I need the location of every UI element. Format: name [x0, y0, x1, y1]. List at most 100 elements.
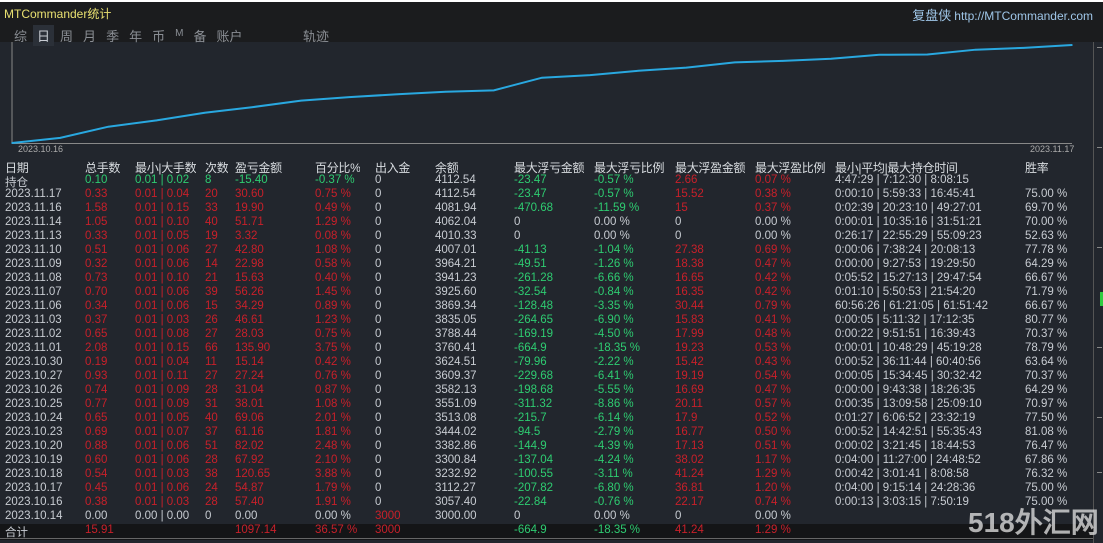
cell-col-4: 27.24 — [235, 370, 264, 382]
cell-col-0: 2023.11.03 — [5, 314, 62, 326]
cell-col-11: 0.57 % — [755, 398, 791, 410]
cell-col-4: 56.26 — [235, 286, 264, 298]
cell-col-13: 64.29 % — [1025, 384, 1068, 396]
title-bar: MTCommander统计 复盘侠 http://MTCommander.com … — [0, 0, 1103, 46]
cell-col-5: 0.75 % — [315, 328, 351, 340]
cell-col-3: 15 — [205, 300, 218, 312]
table-row[interactable]: 2023.11.13 0.33 0.01 | 0.05 19 3.32 0.08 % 0 40… — [0, 230, 1093, 244]
cell-col-5: -0.37 % — [315, 174, 355, 186]
cell-col-12: 最小|平均|最大持仓时间 — [835, 161, 958, 175]
table-row[interactable]: 2023.11.10 0.51 0.01 | 0.06 27 42.80 1.08 % 0 4… — [0, 244, 1093, 258]
cell-col-5: 3.88 % — [315, 468, 351, 480]
table-total-row[interactable]: 合计 15.91 1097.14 36.57 % 3000 -664.9 -18.35 % 4… — [0, 524, 1093, 540]
cell-col-5: 0.58 % — [315, 258, 351, 270]
table-row[interactable]: 2023.10.16 0.38 0.01 | 0.03 28 57.40 1.91 % 0 3… — [0, 496, 1093, 510]
tab-3[interactable]: 月 — [83, 29, 97, 44]
balance-point — [203, 111, 206, 114]
cell-col-1: 0.70 — [85, 286, 108, 298]
cell-col-5: 0.40 % — [315, 272, 351, 284]
table-row[interactable]: 2023.10.25 0.77 0.01 | 0.09 31 38.01 1.08 % 0 3… — [0, 398, 1093, 412]
cell-col-9: -6.90 % — [594, 314, 634, 326]
cell-col-11: 0.42 % — [755, 286, 791, 298]
tab-2[interactable]: 周 — [60, 29, 74, 44]
tab-8[interactable]: 备 — [193, 29, 207, 44]
cell-col-1: 0.77 — [85, 398, 108, 410]
balance-point — [830, 57, 832, 60]
table-row[interactable]: 2023.10.23 0.69 0.01 | 0.07 37 61.16 1.81 % 0 3… — [0, 426, 1093, 440]
cell-col-5: 0.87 % — [315, 384, 351, 396]
brand-link[interactable]: 复盘侠 http://MTCommander.com — [912, 5, 1093, 24]
cell-col-0: 2023.11.07 — [5, 286, 62, 298]
cell-col-9: -8.86 % — [594, 398, 634, 410]
tab-track[interactable]: 轨迹 — [303, 29, 330, 44]
cell-col-6: 0 — [375, 370, 382, 382]
tab-9[interactable]: 账户 — [216, 29, 243, 44]
cell-col-3: 38 — [205, 468, 218, 480]
table-row[interactable]: 2023.10.30 0.19 0.01 | 0.04 11 15.14 0.42 % 0 3… — [0, 356, 1093, 370]
right-scale[interactable] — [1093, 42, 1103, 543]
cell-col-0: 2023.10.27 — [5, 370, 63, 382]
table-row[interactable]: 2023.10.14 0.00 0.00 | 0.00 0 0.00 0.00 % 3000… — [0, 510, 1093, 524]
cell-col-7: 4062.04 — [435, 216, 477, 228]
table-row[interactable]: 2023.11.06 0.34 0.01 | 0.06 15 34.29 0.89 % 0 3… — [0, 300, 1093, 314]
cell-col-4: 0.00 — [235, 510, 258, 522]
cell-col-11: 0.41 % — [755, 314, 791, 326]
cell-col-6: 0 — [375, 272, 382, 284]
balance-point — [300, 99, 302, 102]
cell-col-2: 0.01 | 0.03 — [135, 314, 190, 326]
scale-tick — [1097, 147, 1102, 148]
cell-col-0: 日期 — [5, 161, 29, 175]
table-row[interactable]: 2023.10.17 0.45 0.01 | 0.06 24 54.87 1.79 % 0 3… — [0, 482, 1093, 496]
tab-4[interactable]: 季 — [106, 29, 120, 44]
balance-point — [974, 48, 977, 51]
table-row[interactable]: 2023.10.19 0.60 0.01 | 0.06 28 67.92 2.10 % 0 3… — [0, 454, 1093, 468]
cell-col-0: 2023.11.17 — [5, 188, 62, 200]
cell-col-13: 70.37 % — [1025, 328, 1068, 340]
table-row[interactable]: 2023.11.09 0.32 0.01 | 0.06 14 22.98 0.58 % 0 3… — [0, 258, 1093, 272]
cell-col-8: 0 — [514, 230, 521, 242]
table-row[interactable]: 2023.10.18 0.54 0.01 | 0.03 38 120.65 3.88 % 0… — [0, 468, 1093, 482]
tab-1[interactable]: 日 — [33, 25, 55, 46]
brand-url[interactable]: http://MTCommander.com — [954, 9, 1093, 23]
table-row[interactable]: 2023.11.17 0.33 0.01 | 0.04 20 30.60 0.75 % 0 4… — [0, 188, 1093, 202]
open-positions-row[interactable]: 持仓 0.10 0.01 | 0.02 8 -15.40 -0.37 % 0 4112.54 -… — [0, 174, 1093, 189]
cell-col-12: 0:00:06 | 7:38:24 | 20:08:13 — [835, 244, 976, 256]
cell-col-13: 70.00 % — [1025, 216, 1068, 228]
cell-col-7: 3941.23 — [435, 272, 477, 284]
cell-col-0: 2023.10.25 — [5, 398, 63, 410]
table-header[interactable]: 日期 总手数 最小|大手数 次数 盈亏金额 百分比% 出入金 余额 最大浮亏金额 最大浮亏比例 最大… — [0, 159, 1093, 175]
table-row[interactable]: 2023.11.02 0.65 0.01 | 0.08 27 28.03 0.75 % 0 3… — [0, 328, 1093, 342]
cell-col-6: 0 — [375, 286, 382, 298]
tab-6[interactable]: 币 — [152, 29, 166, 44]
cell-col-4: 15.14 — [235, 356, 264, 368]
table-row[interactable]: 2023.11.03 0.37 0.01 | 0.03 26 46.61 1.23 % 0 3… — [0, 314, 1093, 328]
table-row[interactable]: 2023.10.26 0.74 0.01 | 0.09 28 31.04 0.87 % 0 3… — [0, 384, 1093, 398]
tab-5[interactable]: 年 — [129, 29, 143, 44]
cell-col-1: 0.65 — [85, 412, 108, 424]
tab-7[interactable]: M — [175, 28, 184, 39]
balance-line — [11, 44, 1073, 144]
cell-col-4: 31.04 — [235, 384, 264, 396]
table-row[interactable]: 2023.11.08 0.73 0.01 | 0.10 21 15.63 0.40 % 0 3… — [0, 272, 1093, 286]
table-row[interactable]: 2023.11.16 1.58 0.01 | 0.15 33 19.90 0.49 % 0 4… — [0, 202, 1093, 216]
table-row[interactable]: 2023.10.20 0.88 0.01 | 0.06 51 82.02 2.48 % 0 3… — [0, 440, 1093, 454]
cell-col-10: 20.11 — [675, 398, 703, 410]
cell-col-2: 最小|大手数 — [135, 161, 197, 175]
cell-col-4: 61.16 — [235, 426, 264, 438]
cell-col-8: -49.51 — [514, 258, 547, 270]
table-row[interactable]: 2023.11.14 1.05 0.01 | 0.10 40 51.71 1.29 % 0 4… — [0, 216, 1093, 230]
tab-0[interactable]: 综 — [14, 29, 28, 44]
cell-col-7: 4112.54 — [435, 174, 476, 186]
balance-point — [782, 60, 784, 62]
table-row[interactable]: 2023.11.01 2.08 0.01 | 0.15 66 135.90 3.75 % 0… — [0, 342, 1093, 356]
cell-col-4: 盈亏金额 — [235, 161, 282, 175]
cell-col-13: 66.67 % — [1025, 300, 1068, 312]
cell-col-5: 0.49 % — [315, 202, 351, 214]
cell-col-7: 3835.05 — [435, 314, 477, 326]
cell-col-5: 2.01 % — [315, 412, 351, 424]
table-row[interactable]: 2023.11.07 0.70 0.01 | 0.06 39 56.26 1.45 % 0 3… — [0, 286, 1093, 300]
table-row[interactable]: 2023.10.24 0.65 0.01 | 0.05 40 69.06 2.01 % 0 3… — [0, 412, 1093, 426]
cell-col-3: 27 — [205, 328, 218, 340]
table-row[interactable]: 2023.10.27 0.93 0.01 | 0.11 27 27.24 0.76 % 0 3… — [0, 370, 1093, 384]
cell-col-0: 2023.10.16 — [5, 496, 63, 508]
